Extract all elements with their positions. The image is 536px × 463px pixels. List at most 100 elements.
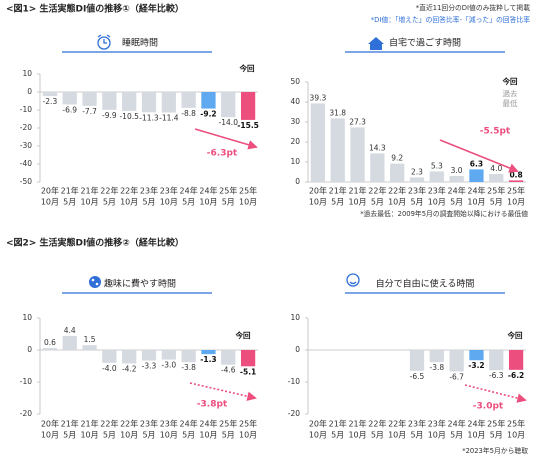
y-tick-label: -10 (288, 377, 300, 386)
bar (240, 92, 256, 120)
bar (221, 92, 236, 118)
x-tick-label: 10月 (199, 198, 217, 207)
x-tick-label: 23年 (140, 186, 158, 196)
bar (508, 180, 524, 182)
x-tick-label: 23年 (428, 186, 446, 196)
value-label: -3.2 (468, 361, 484, 370)
x-tick-label: 10月 (120, 198, 138, 207)
x-tick-label: 24年 (199, 186, 217, 196)
value-label: 14.3 (369, 143, 386, 152)
y-tick-label: 0 (27, 87, 32, 96)
bar (141, 92, 157, 113)
x-tick-label: 20年 (309, 186, 327, 196)
x-tick-label: 24年 (467, 186, 485, 196)
x-tick-label: 20年 (41, 186, 59, 196)
x-tick-label: 10月 (309, 431, 327, 440)
bar (62, 92, 77, 105)
value-label: -4.6 (221, 366, 236, 375)
x-tick-label: 5月 (222, 198, 235, 207)
value-label: -15.5 (237, 121, 259, 130)
current-label: 今回 (507, 330, 523, 340)
x-tick-label: 21年 (61, 186, 79, 196)
panel-title: 趣味に費やす時間 (104, 278, 176, 290)
bar (181, 350, 196, 363)
y-tick-label: 10 (22, 69, 32, 78)
current-label: 今回 (502, 76, 518, 86)
y-tick-label: -20 (20, 123, 32, 132)
bar (221, 350, 236, 365)
value-label: -4.2 (122, 364, 137, 373)
x-tick-label: 22年 (120, 419, 138, 429)
x-tick-label: 24年 (199, 419, 217, 429)
change-arrow (189, 382, 257, 401)
y-tick-label: 10 (22, 313, 32, 322)
value-label: 0.8 (509, 170, 522, 179)
x-tick-label: 5月 (182, 198, 195, 207)
x-tick-label: 24年 (448, 186, 466, 196)
note: *DI値：「増えた」の回答比率-「減った」の回答比率 (371, 15, 530, 24)
x-tick-label: 21年 (61, 419, 79, 429)
x-tick-label: 10月 (467, 431, 485, 440)
y-tick-label: -10 (20, 105, 32, 114)
value-label: -6.3 (489, 371, 504, 380)
x-tick-label: 22年 (100, 186, 118, 196)
current-label: 今回 (239, 63, 255, 73)
x-tick-label: 10月 (199, 431, 217, 440)
x-tick-label: 5月 (410, 431, 423, 440)
x-tick-label: 10月 (160, 431, 178, 440)
y-tick-label: 0 (295, 177, 300, 186)
y-tick-label: 10 (290, 313, 300, 322)
x-tick-label: 5月 (103, 431, 116, 440)
x-tick-label: 10月 (160, 198, 178, 207)
x-tick-label: 22年 (120, 186, 138, 196)
bar (161, 350, 176, 360)
value-label: -9.2 (200, 110, 216, 119)
note: *直近11回分のDI値のみ抜粋して掲載 (416, 3, 530, 12)
value-label: -3.8 (181, 363, 196, 372)
y-tick-label: 0 (27, 345, 32, 354)
bar (82, 92, 97, 106)
x-tick-label: 10月 (467, 198, 485, 207)
bar (409, 350, 425, 371)
house-icon (368, 37, 384, 50)
y-tick-label: 40 (290, 97, 300, 106)
x-tick-label: 10月 (309, 198, 327, 207)
value-label: 4.4 (64, 326, 76, 335)
x-tick-label: 10月 (239, 198, 257, 207)
x-tick-label: 5月 (222, 431, 235, 440)
change-label: -3.0pt (473, 402, 504, 412)
change-label: -6.3pt (207, 149, 238, 159)
bar (508, 350, 524, 370)
value-label: 27.3 (349, 117, 366, 126)
bar (240, 350, 256, 367)
x-tick-label: 25年 (239, 186, 257, 196)
x-tick-label: 24年 (467, 419, 485, 429)
x-tick-label: 25年 (219, 419, 237, 429)
current-sub-label: 過去 (503, 88, 518, 98)
x-tick-label: 20年 (309, 419, 327, 429)
bar (449, 176, 464, 182)
value-label: -2.3 (43, 97, 58, 106)
value-label: -3.3 (142, 362, 157, 371)
x-tick-label: 10月 (41, 198, 59, 207)
bar (350, 127, 365, 182)
change-arrow (439, 139, 519, 173)
value-label: -5.1 (240, 367, 256, 376)
x-tick-label: 5月 (450, 431, 463, 440)
bar (310, 103, 326, 182)
panel-title: 自宅で過ごす時間 (389, 37, 461, 49)
bar (181, 92, 196, 108)
y-tick-label: -40 (20, 159, 32, 168)
value-label: -3.0 (161, 361, 176, 370)
x-tick-label: 23年 (408, 419, 426, 429)
x-tick-label: 10月 (388, 431, 406, 440)
y-tick-label: -50 (20, 177, 32, 186)
bar (409, 177, 425, 182)
x-tick-label: 25年 (507, 186, 525, 196)
x-tick-label: 25年 (507, 419, 525, 429)
change-label: -3.8pt (197, 400, 228, 410)
value-label: 6.3 (470, 159, 483, 168)
x-tick-label: 22年 (368, 186, 386, 196)
value-label: -7.7 (82, 107, 97, 116)
